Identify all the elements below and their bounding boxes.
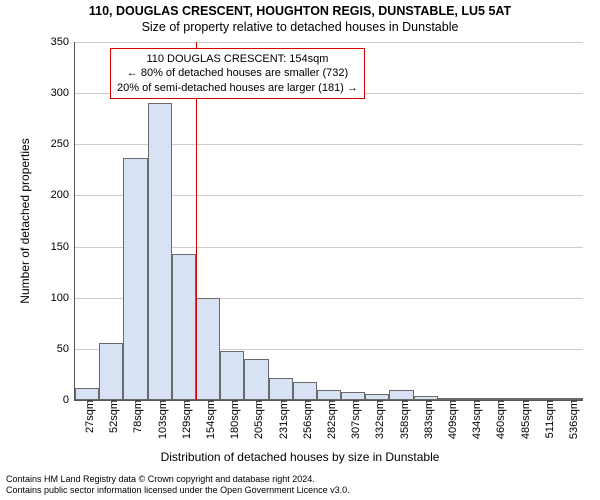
histogram-bar (196, 298, 220, 400)
histogram-bar (99, 343, 123, 400)
histogram-bar (220, 351, 244, 400)
x-tick-label: 383sqm (423, 400, 435, 439)
y-tick-label: 100 (51, 292, 75, 304)
histogram-bar (244, 359, 268, 400)
y-axis-label: Number of detached properties (18, 138, 32, 303)
annotation-line-3: 20% of semi-detached houses are larger (… (117, 81, 358, 95)
x-tick-label: 180sqm (229, 400, 241, 439)
y-tick-label: 250 (51, 138, 75, 150)
x-tick-label: 256sqm (302, 400, 314, 439)
y-gridline (75, 42, 583, 43)
y-tick-label: 200 (51, 189, 75, 201)
histogram-chart: 110, DOUGLAS CRESCENT, HOUGHTON REGIS, D… (0, 0, 600, 500)
x-tick-label: 154sqm (205, 400, 217, 439)
histogram-bar (123, 158, 147, 400)
x-tick-label: 332sqm (374, 400, 386, 439)
annotation-box: 110 DOUGLAS CRESCENT: 154sqm ← 80% of de… (110, 48, 365, 99)
x-tick-label: 536sqm (568, 400, 580, 439)
x-tick-label: 282sqm (326, 400, 338, 439)
y-tick-label: 50 (57, 343, 75, 355)
x-tick-label: 231sqm (278, 400, 290, 439)
chart-title: 110, DOUGLAS CRESCENT, HOUGHTON REGIS, D… (0, 4, 600, 18)
x-tick-label: 460sqm (495, 400, 507, 439)
histogram-bar (172, 254, 196, 400)
footer-line-2: Contains public sector information licen… (6, 485, 350, 496)
y-tick-label: 150 (51, 241, 75, 253)
x-axis-label: Distribution of detached houses by size … (0, 450, 600, 464)
y-tick-label: 0 (63, 394, 75, 406)
annotation-line-2: ← 80% of detached houses are smaller (73… (117, 66, 358, 80)
x-tick-label: 511sqm (544, 400, 556, 438)
y-tick-label: 350 (51, 36, 75, 48)
x-tick-label: 485sqm (520, 400, 532, 439)
x-tick-label: 78sqm (132, 400, 144, 433)
histogram-bar (148, 103, 172, 400)
histogram-bar (317, 390, 341, 400)
footer-line-1: Contains HM Land Registry data © Crown c… (6, 474, 350, 485)
y-tick-label: 300 (51, 87, 75, 99)
x-tick-label: 358sqm (399, 400, 411, 439)
x-tick-label: 205sqm (253, 400, 265, 439)
x-tick-label: 27sqm (84, 400, 96, 433)
footer-attribution: Contains HM Land Registry data © Crown c… (6, 474, 350, 497)
annotation-line-1: 110 DOUGLAS CRESCENT: 154sqm (117, 52, 358, 66)
chart-subtitle: Size of property relative to detached ho… (0, 20, 600, 34)
x-tick-label: 307sqm (350, 400, 362, 439)
x-tick-label: 434sqm (471, 400, 483, 439)
histogram-bar (269, 378, 293, 401)
histogram-bar (75, 388, 99, 400)
x-tick-label: 129sqm (181, 400, 193, 439)
x-tick-label: 103sqm (157, 400, 169, 439)
histogram-bar (389, 390, 413, 400)
x-tick-label: 52sqm (108, 400, 120, 433)
histogram-bar (341, 392, 365, 400)
histogram-bar (293, 382, 317, 400)
x-tick-label: 409sqm (447, 400, 459, 439)
